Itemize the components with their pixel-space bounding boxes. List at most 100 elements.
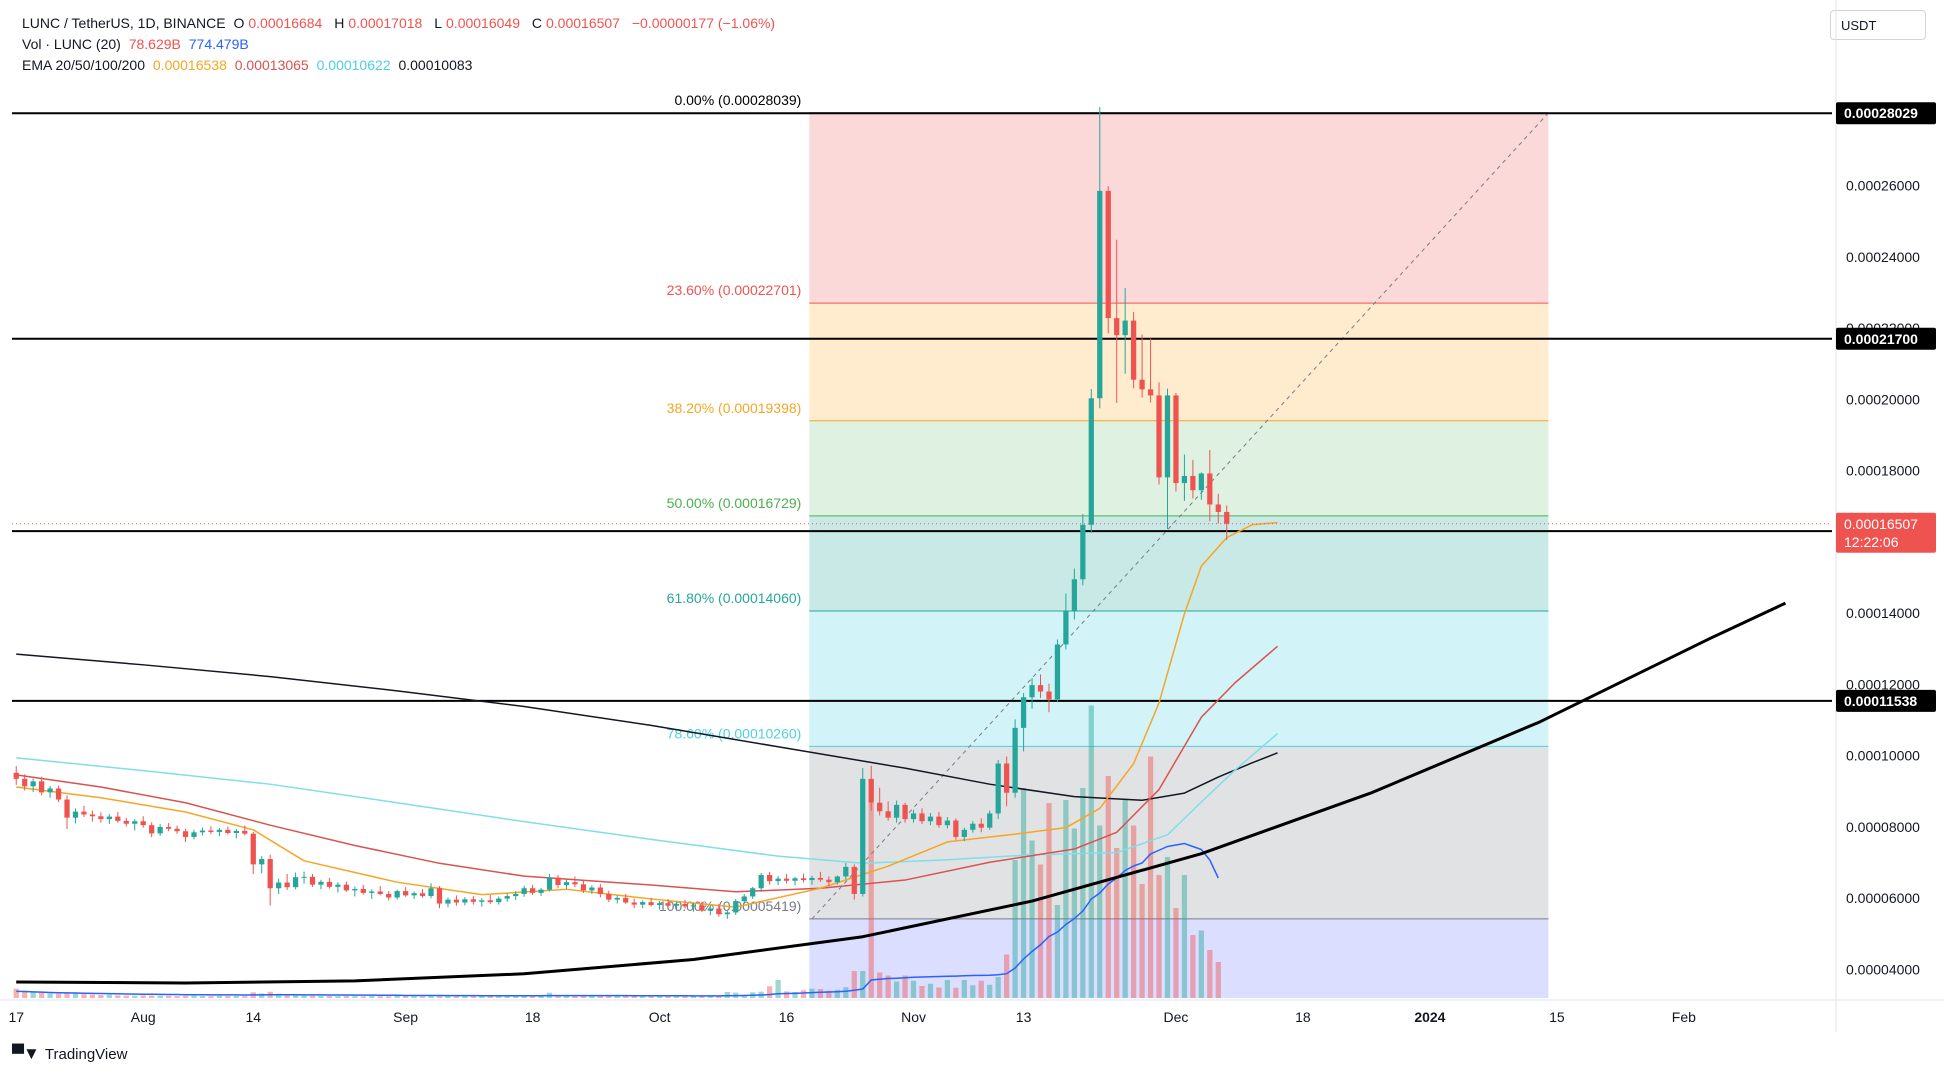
candle-body [893, 804, 900, 818]
ema200-line [16, 653, 1278, 801]
volume-bar [606, 995, 612, 998]
volume-bar [191, 995, 197, 998]
volume-bar [428, 996, 434, 998]
candle-body [267, 859, 273, 889]
candle-body [242, 830, 248, 834]
fib-diagonal-line [811, 112, 1549, 920]
candle-body [589, 887, 595, 891]
volume-bar [115, 995, 121, 998]
volume-bar [436, 996, 443, 998]
volume-bar [665, 996, 671, 998]
volume-bar [1012, 860, 1018, 998]
candle-body [436, 888, 443, 904]
volume-bar [140, 995, 146, 998]
currency-button[interactable]: USDT [1830, 10, 1926, 40]
candle-body [149, 825, 155, 834]
volume-bar [868, 803, 874, 998]
candle-body [1147, 389, 1154, 396]
volume-label[interactable]: Vol · LUNC (20) [22, 36, 121, 52]
fib-level-label: 38.20% (0.00019398) [667, 400, 802, 416]
volume-bar [1139, 884, 1145, 998]
volume-ma-value: 774.479B [188, 36, 249, 52]
candle-body [326, 881, 333, 887]
volume-bar [326, 996, 333, 998]
tradingview-logo[interactable]: ▀▼ TradingView [12, 1044, 127, 1064]
candle-body [716, 908, 722, 915]
candle-body [1198, 473, 1204, 491]
candle-body [123, 820, 129, 824]
volume-bar [648, 996, 654, 998]
volume-bar [318, 995, 324, 998]
candle-body [817, 877, 824, 880]
price-tick-label: 0.00004000 [1846, 961, 1920, 977]
candle-body [259, 859, 265, 865]
volume-bar [1190, 935, 1196, 998]
volume-bar [656, 995, 663, 998]
level-price-tag[interactable] [1836, 102, 1936, 125]
volume-bar [81, 994, 87, 998]
volume-ma-line [16, 842, 1219, 997]
volume-bar [106, 994, 112, 998]
candle-body [767, 875, 773, 882]
symbol-legend: LUNC / TetherUS, 1D, BINANCE O 0.00016684… [22, 15, 779, 31]
volume-bar [233, 995, 239, 998]
volume-bar [309, 995, 316, 998]
volume-bar [39, 992, 45, 998]
candle-body [301, 876, 307, 878]
candle-body [555, 877, 561, 886]
candle-body [656, 903, 663, 905]
volume-bar [910, 980, 917, 998]
candle-body [538, 889, 544, 893]
high-label: H [334, 15, 345, 31]
candle-body [386, 893, 392, 898]
volume-bar [792, 992, 798, 998]
symbol-name[interactable]: LUNC / TetherUS, 1D, BINANCE [22, 15, 226, 31]
level-price-tag[interactable] [1836, 689, 1936, 712]
low-value: 0.00016049 [446, 15, 520, 31]
volume-bar [580, 995, 587, 998]
time-tick-label: 13 [1016, 1009, 1032, 1025]
volume-bar [521, 995, 527, 998]
volume-bar [1037, 864, 1044, 998]
price-change: −0.00000177 (−1.06%) [631, 15, 776, 31]
candle-body [640, 902, 646, 905]
candle-body [1181, 475, 1188, 484]
candle-body [1105, 190, 1111, 319]
price-tick-label: 0.00014000 [1846, 605, 1920, 621]
volume-bar [1131, 825, 1137, 998]
volume-bar [513, 996, 519, 998]
volume-bar [741, 995, 747, 998]
volume-bar [301, 995, 307, 998]
candle-body [868, 778, 874, 803]
close-value: 0.00016507 [546, 15, 620, 31]
ema-label[interactable]: EMA 20/50/100/200 [22, 57, 145, 73]
candle-body [284, 882, 290, 888]
volume-bar [479, 996, 485, 998]
volume-bar [504, 996, 510, 998]
brand-name: TradingView [44, 1045, 128, 1063]
volume-bar [1147, 756, 1154, 998]
candle-body [1224, 511, 1230, 524]
volume-bar [1215, 962, 1221, 998]
candle-body [453, 899, 460, 903]
candle-body [936, 816, 942, 826]
candle-body [199, 830, 206, 833]
candle-body [1131, 320, 1137, 380]
volume-value: 78.629B [128, 36, 181, 52]
candle-body [513, 893, 519, 897]
volume-bar [182, 995, 189, 998]
candle-body [64, 799, 70, 818]
candle-body [860, 778, 866, 894]
candle-body [470, 899, 476, 902]
level-price-tag[interactable] [1836, 327, 1936, 350]
volume-bar [614, 995, 620, 998]
volume-bar [30, 992, 36, 998]
volume-bar [276, 993, 282, 998]
currency-label: USDT [1841, 18, 1877, 33]
candle-body [72, 811, 79, 818]
candle-body [132, 821, 138, 824]
candle-body [597, 887, 603, 894]
time-tick-label: Aug [131, 1009, 156, 1025]
volume-bar [335, 996, 341, 998]
